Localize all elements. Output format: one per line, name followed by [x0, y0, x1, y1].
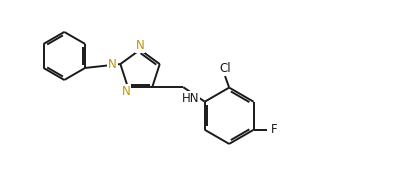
Text: F: F [271, 123, 278, 136]
Text: N: N [136, 39, 145, 52]
Text: N: N [109, 58, 117, 70]
Text: Cl: Cl [219, 62, 231, 75]
Text: N: N [122, 85, 130, 98]
Text: HN: HN [182, 92, 200, 105]
